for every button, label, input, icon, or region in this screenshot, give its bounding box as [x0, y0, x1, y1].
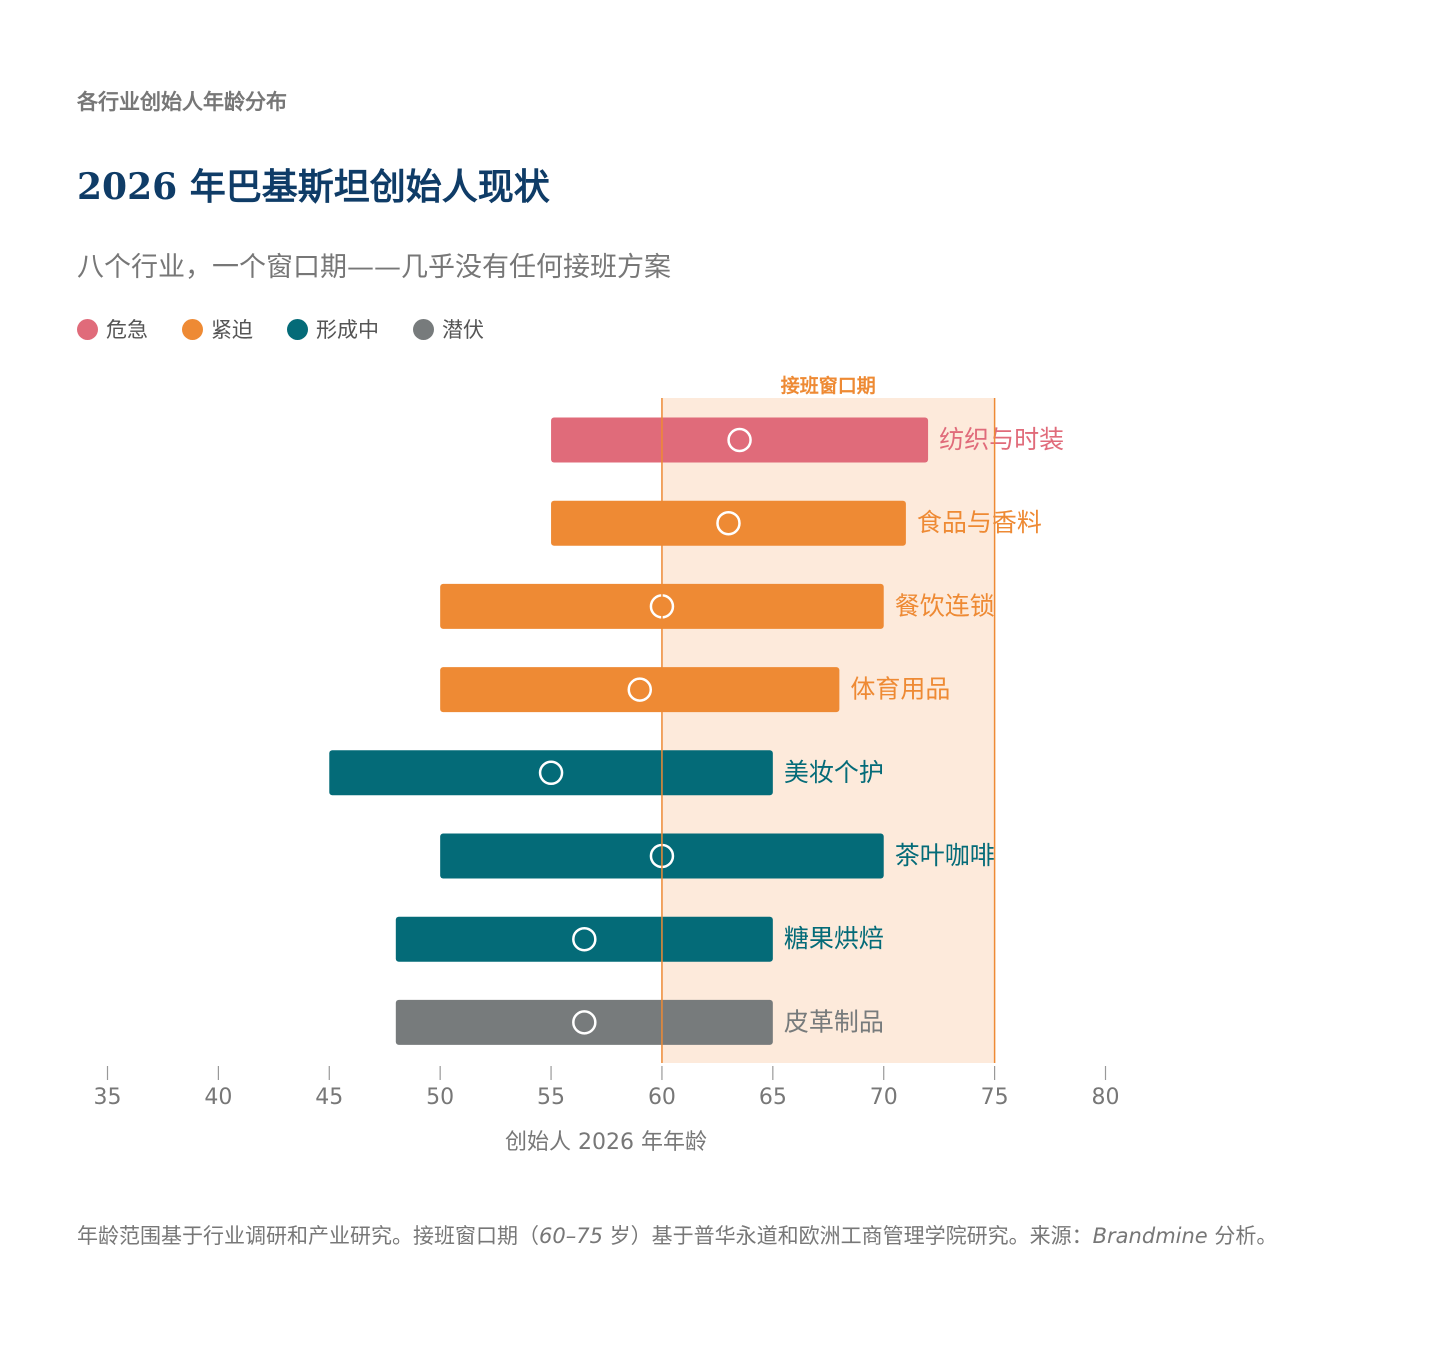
range-bar — [551, 500, 906, 546]
chart-kicker: 各行业创始人年龄分布 — [77, 90, 287, 114]
range-bar — [395, 916, 773, 962]
footnote-source: Brandmine — [1092, 1224, 1208, 1248]
legend-label: 紧迫 — [211, 318, 253, 342]
chart-subtitle: 八个行业，一个窗口期——几乎没有任何接班方案 — [77, 252, 671, 283]
succession-window-label: 接班窗口期 — [781, 374, 876, 397]
category-label: 食品与香料 — [917, 508, 1042, 537]
footnote-range: 60–75 — [539, 1224, 603, 1248]
category-label: 纺织与时装 — [939, 425, 1064, 454]
category-label: 餐饮连锁 — [895, 591, 995, 620]
range-bar — [440, 667, 840, 713]
median-marker — [727, 427, 752, 453]
x-tick-label: 50 — [426, 1085, 454, 1110]
range-bar — [395, 999, 773, 1045]
median-marker — [572, 926, 597, 952]
footnote-text: 岁）基于普华永道和欧洲工商管理学院研究。来源： — [602, 1224, 1093, 1248]
legend-label: 形成中 — [316, 318, 379, 342]
footnote-text: 年龄范围基于行业调研和产业研究。接班窗口期（ — [77, 1224, 539, 1248]
x-tick-label: 80 — [1092, 1085, 1120, 1110]
legend-item-urgent: 紧迫 — [182, 314, 253, 344]
legend-label: 潜伏 — [442, 318, 484, 342]
legend-swatch — [413, 318, 434, 340]
legend-label: 危急 — [106, 318, 148, 342]
legend-swatch — [182, 318, 203, 340]
x-tick-label: 45 — [315, 1085, 343, 1110]
legend-swatch — [287, 318, 308, 340]
category-label: 美妆个护 — [784, 758, 884, 787]
footnote-text: 分析。 — [1207, 1224, 1278, 1248]
x-tick-label: 75 — [981, 1085, 1009, 1110]
median-marker — [627, 677, 653, 702]
category-label: 茶叶咖啡 — [895, 841, 995, 870]
legend-item-forming: 形成中 — [287, 314, 379, 344]
legend-swatch — [77, 318, 98, 340]
chart-title: 2026 年巴基斯坦创始人现状 — [77, 166, 550, 208]
x-axis-label: 创始人 2026 年年龄 — [505, 1130, 707, 1155]
succession-window-band — [661, 398, 995, 1063]
range-bar — [329, 750, 773, 796]
x-tick-label: 60 — [648, 1085, 676, 1110]
legend-item-latent: 潜伏 — [413, 314, 484, 344]
x-tick-label: 65 — [759, 1085, 787, 1110]
median-marker — [538, 760, 564, 786]
legend: 危急 紧迫 形成中 潜伏 — [77, 314, 518, 344]
category-label: 糖果烘焙 — [784, 924, 884, 953]
x-tick-label: 35 — [94, 1085, 122, 1110]
footnote: 年龄范围基于行业调研和产业研究。接班窗口期（60–75 岁）基于普华永道和欧洲工… — [77, 1220, 1367, 1252]
median-marker — [716, 510, 741, 536]
range-bar — [551, 417, 929, 463]
x-tick-label: 70 — [870, 1085, 898, 1110]
x-tick-label: 40 — [204, 1085, 232, 1110]
category-label: 体育用品 — [850, 675, 950, 704]
x-tick-label: 55 — [537, 1085, 565, 1110]
legend-item-critical: 危急 — [77, 314, 148, 344]
median-marker — [572, 1010, 597, 1035]
category-label: 皮革制品 — [784, 1007, 884, 1036]
